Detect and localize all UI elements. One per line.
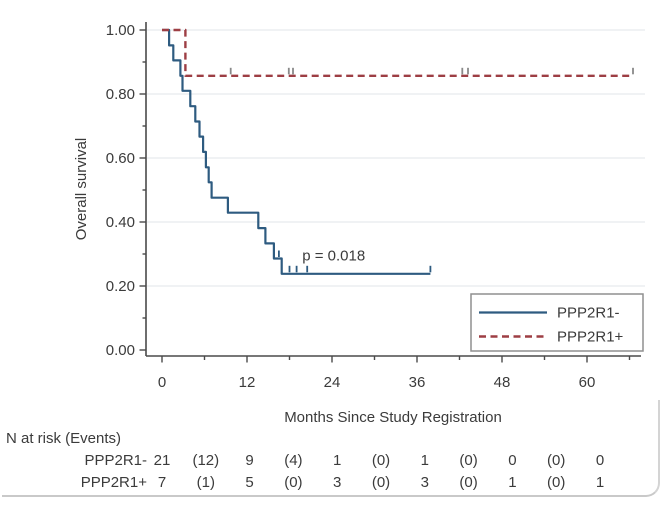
- risk-value: 21: [154, 452, 171, 469]
- x-axis-title: Months Since Study Registration: [284, 409, 502, 426]
- risk-table-values: 21 (12) 9 (4) 1 (0) 1 (0) 0 (0) 0 7 (1) 5 (0) 3 (0) 3 (0) 1…: [154, 452, 605, 491]
- risk-value: (0): [547, 474, 565, 491]
- risk-value: (0): [372, 474, 390, 491]
- risk-value: 9: [245, 452, 253, 469]
- risk-value: 7: [158, 474, 166, 491]
- risk-row-label-ppp2r1-plus: PPP2R1+: [81, 474, 148, 491]
- y-tick-label: 1.00: [106, 22, 135, 39]
- risk-value: 0: [596, 452, 604, 469]
- km-curve-ppp2r1+: [162, 28, 633, 77]
- axes: [145, 22, 641, 357]
- gridlines: [147, 29, 645, 287]
- risk-value: (0): [459, 452, 477, 469]
- x-tick-label: 24: [324, 374, 341, 391]
- km-curve-ppp2r1-: [162, 28, 431, 275]
- y-tick-label: 0.20: [106, 278, 135, 295]
- x-tick-label: 48: [494, 374, 511, 391]
- risk-value: 1: [421, 452, 429, 469]
- x-axis-ticks: 0 12 24 36 48 60: [158, 356, 631, 391]
- y-tick-label: 0.60: [106, 150, 135, 167]
- risk-value: 3: [333, 474, 341, 491]
- series-ppp2r1-plus: [162, 28, 634, 77]
- y-axis-ticks: 0.00 0.20 0.40 0.60 0.80 1.00: [106, 22, 146, 359]
- risk-value: (0): [459, 474, 477, 491]
- y-tick-label: 0.80: [106, 86, 135, 103]
- risk-value: 0: [508, 452, 516, 469]
- legend-label-ppp2r1-plus: PPP2R1+: [557, 329, 624, 346]
- risk-value: 1: [333, 452, 341, 469]
- risk-row-label-ppp2r1-minus: PPP2R1-: [84, 452, 147, 469]
- x-tick-label: 60: [579, 374, 596, 391]
- risk-table: N at risk (Events) PPP2R1- PPP2R1+ 21 (12…: [6, 430, 604, 491]
- y-tick-label: 0.40: [106, 214, 135, 231]
- series-ppp2r1-minus: [162, 28, 432, 275]
- y-axis-title: Overall survival: [73, 138, 90, 241]
- risk-value: (0): [284, 474, 302, 491]
- risk-value: (12): [192, 452, 219, 469]
- p-value-annotation: p = 0.018: [302, 248, 365, 265]
- risk-value: 5: [245, 474, 253, 491]
- x-tick-label: 0: [158, 374, 166, 391]
- risk-value: (4): [284, 452, 302, 469]
- risk-value: (0): [547, 452, 565, 469]
- risk-table-header: N at risk (Events): [6, 430, 121, 447]
- risk-value: (1): [197, 474, 215, 491]
- legend-label-ppp2r1-minus: PPP2R1-: [557, 305, 620, 322]
- x-tick-label: 36: [409, 374, 426, 391]
- risk-value: 1: [508, 474, 516, 491]
- risk-value: 1: [596, 474, 604, 491]
- risk-value: (0): [372, 452, 390, 469]
- y-tick-label: 0.00: [106, 342, 135, 359]
- legend-box: [470, 293, 644, 352]
- legend: PPP2R1- PPP2R1+: [470, 293, 644, 352]
- x-tick-label: 12: [239, 374, 256, 391]
- risk-value: 3: [421, 474, 429, 491]
